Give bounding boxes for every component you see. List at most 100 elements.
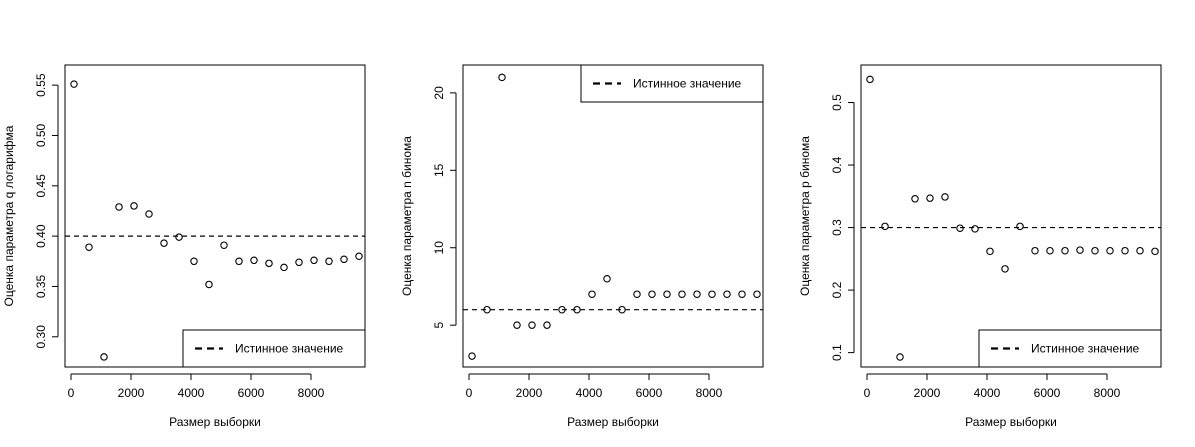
x-tick-label: 0	[68, 386, 75, 400]
legend-label: Истинное значение	[235, 342, 344, 356]
plot-frame	[860, 64, 1162, 368]
y-tick-label: 0.35	[34, 274, 48, 298]
data-point	[1091, 246, 1099, 255]
y-tick-label: 0.5	[830, 94, 844, 111]
x-tick-label: 2000	[914, 386, 941, 400]
x-tick-label: 4000	[974, 386, 1001, 400]
data-point	[220, 241, 228, 249]
data-point	[753, 290, 761, 298]
data-point	[130, 202, 138, 210]
plot-frame	[64, 64, 366, 368]
plot-frame	[462, 64, 764, 368]
x-tick-label: 2000	[118, 386, 145, 400]
data-point	[663, 290, 671, 298]
data-point	[468, 352, 476, 360]
data-point	[543, 321, 551, 329]
data-point	[250, 256, 258, 265]
legend: Истинное значение	[978, 329, 1162, 368]
data-point	[483, 305, 491, 314]
data-point	[1121, 246, 1129, 255]
data-point	[588, 290, 596, 298]
y-tick-label: 0.3	[830, 219, 844, 236]
y-tick-label: 10	[432, 241, 446, 255]
x-tick-label: 4000	[576, 386, 603, 400]
chart-panel-1: 0 2000 4000 6000 8000 0.30 0.35 0.40 0.45 0.50 0.5…	[2, 64, 366, 429]
data-point	[190, 257, 198, 266]
y-tick-label: 0.50	[34, 123, 48, 147]
data-point	[866, 75, 874, 84]
legend: Истинное значение	[182, 329, 366, 368]
x-axis-title: Размер выборки	[567, 415, 659, 429]
data-point	[648, 290, 656, 298]
legend-label: Истинное значение	[633, 77, 742, 91]
data-point	[205, 280, 213, 289]
data-point	[498, 73, 506, 82]
y-tick-label: 5	[432, 322, 446, 329]
data-point	[941, 193, 949, 201]
data-point	[235, 257, 243, 266]
data-point	[1031, 246, 1039, 255]
data-point	[1151, 247, 1159, 256]
data-point	[295, 258, 303, 267]
data-point	[986, 247, 994, 256]
data-point	[1016, 222, 1024, 231]
y-tick-label: 0.55	[34, 73, 48, 97]
data-point	[956, 224, 964, 232]
data-point	[911, 195, 919, 203]
y-axis-title: Оценка параметра p бинома	[798, 136, 812, 296]
data-point	[325, 257, 333, 266]
data-point	[1106, 246, 1114, 255]
data-point	[896, 353, 904, 361]
data-point	[265, 259, 273, 268]
y-tick-label: 0.4	[830, 156, 844, 173]
legend-label: Истинное значение	[1031, 342, 1140, 356]
legend: Истинное значение	[580, 64, 764, 103]
chart-panel-3: 0 2000 4000 6000 8000 0.1 0.2 0.3 0.4 0.5 Размер в…	[798, 64, 1162, 429]
data-point	[528, 321, 536, 329]
data-point	[633, 290, 641, 298]
data-point	[85, 243, 93, 251]
data-point	[678, 290, 686, 298]
data-point	[1076, 246, 1084, 254]
y-tick-label: 0.45	[34, 174, 48, 198]
x-tick-label: 4000	[178, 386, 205, 400]
data-point	[160, 239, 168, 247]
data-point	[723, 290, 731, 298]
data-point	[573, 305, 581, 314]
x-tick-label: 0	[864, 386, 871, 400]
data-point	[971, 225, 979, 233]
x-tick-label: 8000	[298, 386, 325, 400]
x-tick-label: 6000	[238, 386, 265, 400]
x-tick-label: 2000	[516, 386, 543, 400]
y-tick-label: 0.40	[34, 224, 48, 248]
data-point	[145, 210, 153, 218]
y-tick-label: 0.2	[830, 281, 844, 298]
data-point	[280, 263, 288, 272]
data-point	[100, 353, 108, 361]
x-axis-title: Размер выборки	[169, 415, 261, 429]
data-point	[1061, 246, 1069, 255]
y-tick-label: 0.1	[830, 344, 844, 361]
data-point	[926, 194, 934, 202]
data-point	[603, 274, 611, 283]
x-tick-label: 0	[466, 386, 473, 400]
y-tick-label: 15	[432, 163, 446, 177]
data-point	[513, 321, 521, 329]
data-point	[355, 252, 363, 261]
y-axis-title: Оценка параметра q логарифма	[2, 125, 16, 306]
x-tick-label: 6000	[1034, 386, 1061, 400]
x-tick-label: 8000	[696, 386, 723, 400]
x-tick-label: 6000	[636, 386, 663, 400]
data-point	[708, 290, 716, 298]
data-point	[738, 290, 746, 298]
y-axis-title: Оценка параметра n бинома	[400, 136, 414, 296]
data-point	[881, 222, 889, 231]
data-point	[310, 256, 318, 265]
data-point	[1046, 246, 1054, 255]
data-point	[70, 80, 78, 88]
y-tick-label: 0.30	[34, 325, 48, 349]
data-point	[1136, 246, 1144, 255]
x-tick-label: 8000	[1094, 386, 1121, 400]
x-axis-title: Размер выборки	[965, 415, 1057, 429]
